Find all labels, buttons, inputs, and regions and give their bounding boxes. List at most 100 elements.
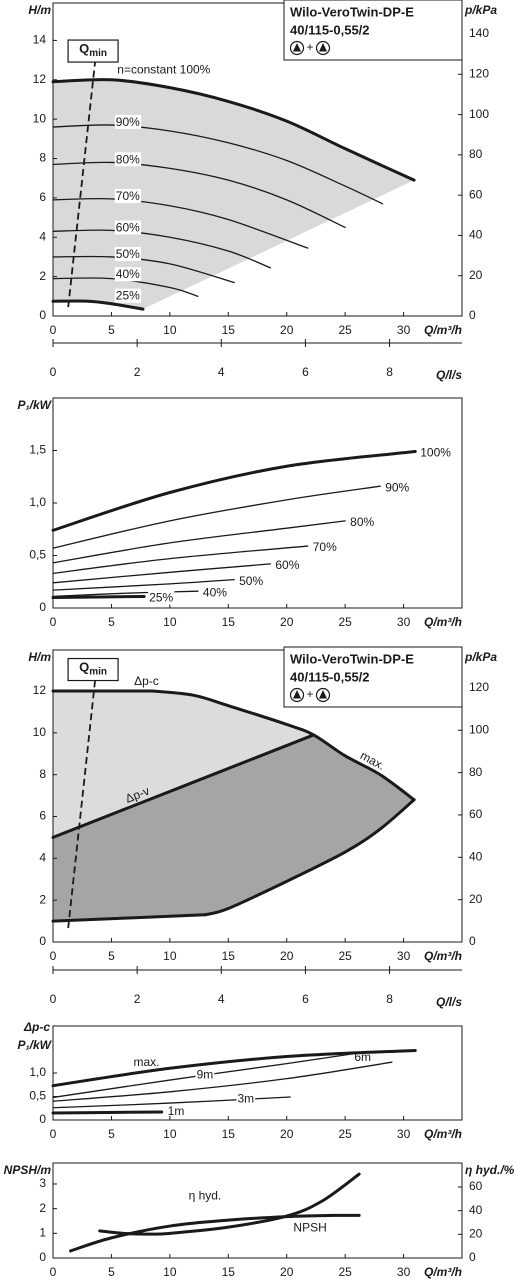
curve (52, 563, 272, 584)
label-background (148, 590, 175, 605)
constant-pressure-area (53, 690, 314, 838)
x-tick-label: 10 (163, 1265, 177, 1279)
qmin-box (67, 657, 119, 682)
y2-tick-label: 60 (469, 187, 483, 201)
x-tick-label: 0 (50, 1127, 57, 1141)
plot-frame (52, 2, 463, 317)
y-tick-label: 2 (39, 1201, 46, 1215)
curve-label: 80% (116, 152, 140, 166)
label-background (195, 1067, 215, 1082)
label-background (384, 480, 411, 495)
y2-tick-label: 20 (469, 1227, 483, 1241)
x-tick-label: 10 (163, 615, 177, 629)
y2-tick-label: 80 (469, 765, 483, 779)
curve (52, 197, 309, 249)
title-line: 40/115-0,55/2 (290, 22, 370, 37)
variable-pressure-area (53, 734, 415, 922)
curve (52, 229, 272, 269)
y2-tick-label: 40 (469, 228, 483, 242)
y-tick-label: 4 (39, 851, 46, 865)
x-tick-label: 20 (280, 1265, 294, 1279)
label-background (114, 152, 142, 167)
y-axis-label: NPSH/m (4, 1163, 52, 1177)
x-tick-label: 0 (50, 992, 57, 1006)
x-axis-label: Q/l/s (436, 368, 462, 382)
y2-tick-label: 60 (469, 807, 483, 821)
label-background (201, 585, 229, 600)
x-tick-label: 2 (134, 365, 141, 379)
label-background (114, 188, 142, 203)
label-background (114, 288, 142, 303)
x-tick-label: 5 (108, 323, 115, 337)
y-tick-label: 1,5 (29, 443, 46, 457)
title-line: 40/115-0,55/2 (290, 669, 370, 684)
y-axis-label: P₁/kW (17, 1038, 52, 1052)
x-tick-label: 20 (280, 949, 294, 963)
curve-label: 80% (350, 515, 374, 529)
curve (52, 545, 309, 574)
curve (150, 689, 416, 802)
curve (52, 161, 346, 229)
curve (203, 798, 416, 917)
x-axis-label: Q/m³/h (424, 615, 462, 629)
x-tick-label: 0 (50, 949, 57, 963)
label-background (236, 1091, 256, 1106)
label-background (274, 558, 301, 573)
y2-tick-label: 20 (469, 892, 483, 906)
curve (52, 277, 199, 297)
y-tick-label: 2 (39, 892, 46, 906)
label-background (114, 247, 142, 262)
curve-label: 40% (116, 267, 140, 281)
y-tick-label: 8 (39, 767, 46, 781)
y-tick-label: 0,5 (29, 1089, 46, 1103)
x-tick-label: 8 (386, 365, 393, 379)
curve (51, 1048, 417, 1088)
x-tick-label: 0 (50, 615, 57, 629)
x-axis-label: Q/m³/h (424, 1127, 462, 1141)
x-tick-label: 30 (397, 949, 411, 963)
y2-axis-label: p/kPa (464, 3, 497, 17)
curve-label: 90% (116, 115, 140, 129)
y2-tick-label: 100 (469, 107, 489, 121)
x-tick-label: 2 (134, 992, 141, 1006)
x-tick-label: 4 (218, 992, 225, 1006)
curve-label: 60% (116, 220, 140, 234)
curve (52, 1052, 358, 1099)
qmin-label: Qmin (79, 660, 107, 677)
y-tick-label: 6 (39, 190, 46, 204)
pump-icon-triangle (293, 690, 301, 699)
y2-tick-label: 20 (469, 268, 483, 282)
y-axis-label: H/m (28, 3, 51, 17)
y-tick-label: 0 (39, 600, 46, 614)
title-box (283, 0, 463, 61)
curve-label: 25% (149, 591, 173, 605)
x-tick-label: 0 (50, 323, 57, 337)
x-tick-label: 10 (163, 1127, 177, 1141)
curve (52, 124, 384, 205)
x-tick-label: 10 (163, 323, 177, 337)
curve (51, 78, 416, 182)
x-tick-label: 15 (222, 1265, 236, 1279)
x-tick-label: 20 (280, 323, 294, 337)
y2-tick-label: 140 (469, 26, 489, 40)
y2-tick-label: 0 (469, 308, 476, 322)
x-tick-label: 15 (222, 949, 236, 963)
x-tick-label: 20 (280, 615, 294, 629)
curve-label: η hyd. (189, 1189, 222, 1203)
curve-label: 1m (168, 1104, 185, 1118)
curve-label: 40% (203, 585, 227, 599)
curve (51, 913, 207, 923)
curve (51, 733, 316, 839)
y-tick-label: 12 (33, 683, 47, 697)
y-tick-label: 0,5 (29, 548, 46, 562)
curve (52, 520, 346, 564)
y2-tick-label: 0 (469, 1250, 476, 1264)
x-tick-label: 15 (222, 1127, 236, 1141)
qmin-subscript: min (89, 48, 107, 59)
curve-label: 60% (275, 558, 299, 572)
curve-label: max. (133, 1055, 159, 1069)
chart: 0 2 4 6 8 Q/l/s (50, 966, 462, 1009)
curve (69, 1213, 361, 1253)
